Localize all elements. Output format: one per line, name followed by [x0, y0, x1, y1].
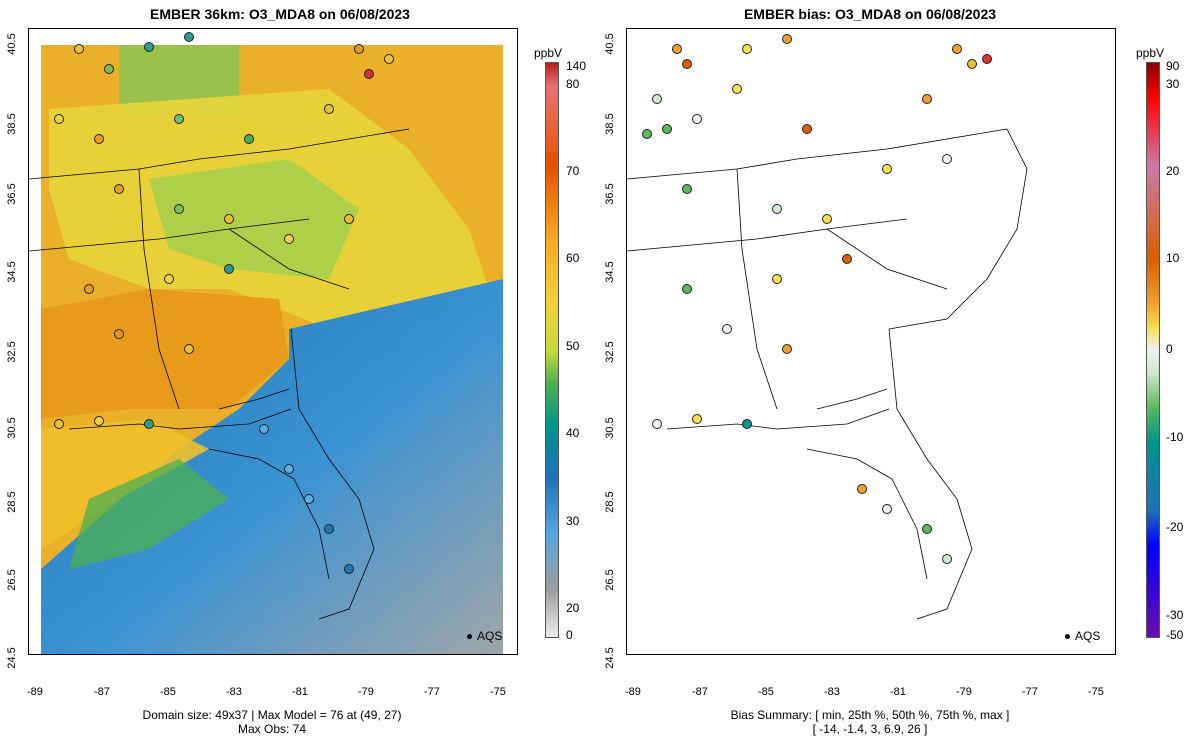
left-map-panel: AQS — [28, 28, 518, 655]
right-footer-line2: [ -14, -1.4, 3, 6.9, 26 ] — [812, 722, 928, 736]
right-legend-unit: ppbV — [1136, 46, 1165, 60]
right-footer-line1: Bias Summary: [ min, 25th %, 50th %, 75t… — [730, 708, 1010, 722]
right-colorbar — [1146, 62, 1160, 638]
aqs-dot-icon — [467, 634, 472, 640]
state-boundaries — [29, 128, 410, 620]
aqs-legend-left: AQS — [467, 629, 502, 643]
left-colorbar — [545, 62, 559, 638]
aqs-legend-right: AQS — [1065, 629, 1100, 643]
field-gulf-green — [69, 459, 229, 569]
left-map-title: EMBER 36km: O3_MDA8 on 06/08/2023 — [150, 6, 410, 22]
right-map-title: EMBER bias: O3_MDA8 on 06/08/2023 — [743, 6, 997, 22]
aqs-sites — [54, 32, 394, 574]
field-green-mid — [149, 159, 359, 279]
left-map-canvas — [29, 32, 503, 654]
aqs-dot-icon — [1065, 634, 1070, 640]
left-footer-line2: Max Obs: 74 — [237, 722, 307, 736]
right-map-canvas — [627, 34, 1028, 620]
right-map-panel: AQS — [626, 28, 1116, 655]
field-orange — [41, 289, 289, 419]
left-legend-unit: ppbV — [534, 46, 563, 60]
bias-sites — [642, 34, 992, 564]
state-boundaries-right — [627, 128, 1028, 620]
left-footer-line1: Domain size: 49x37 | Max Model = 76 at (… — [142, 708, 402, 722]
